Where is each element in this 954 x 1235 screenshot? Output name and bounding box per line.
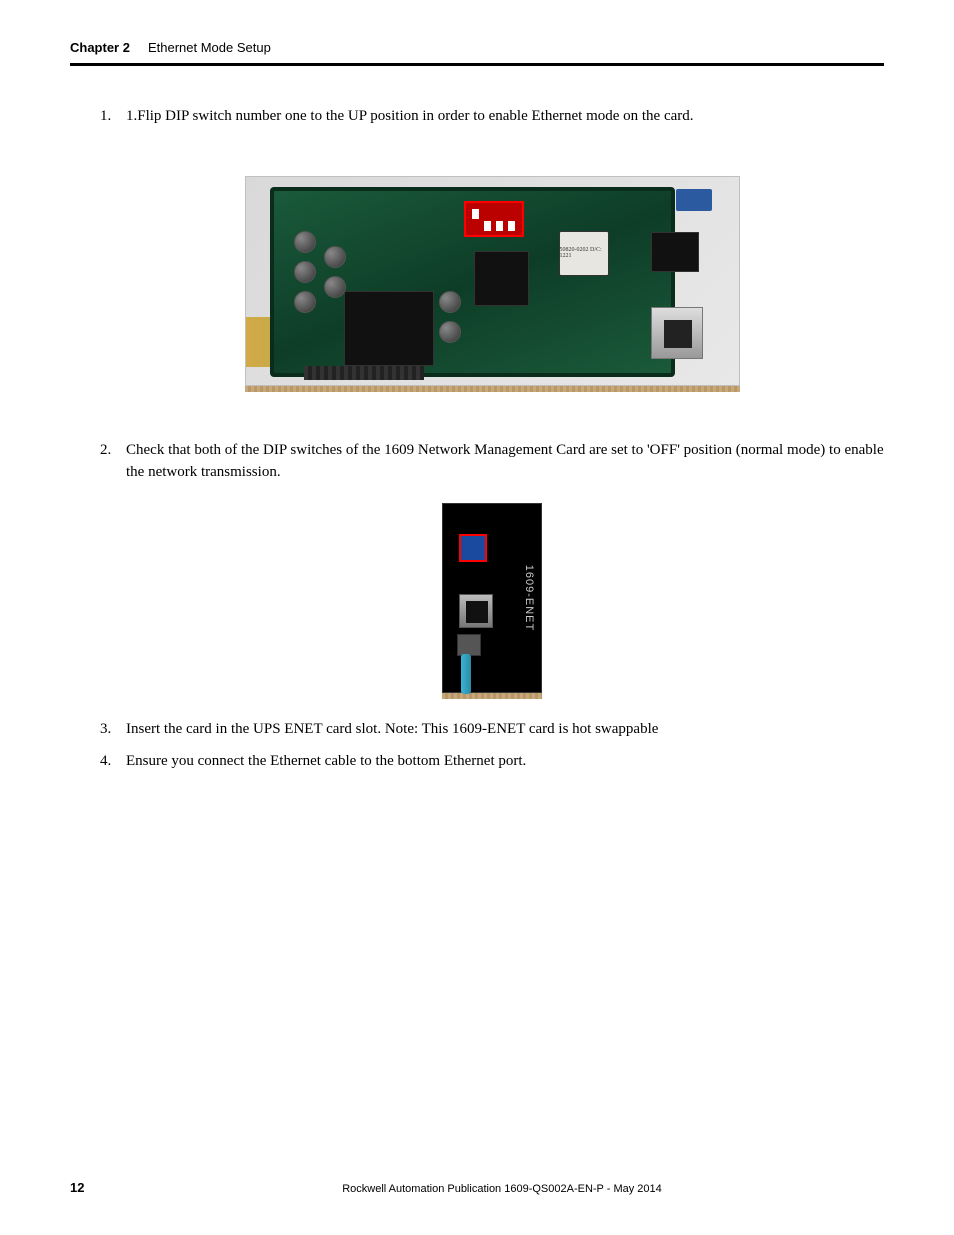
content-area: 1.Flip DIP switch number one to the UP p…	[70, 106, 884, 773]
capacitor-icon	[294, 291, 316, 313]
enet-dip-switches	[461, 536, 485, 560]
capacitor-icon	[324, 246, 346, 268]
dip-switch-3	[496, 221, 503, 231]
step-2-text: Check that both of the DIP switches of t…	[126, 442, 884, 480]
page-number: 12	[70, 1180, 120, 1195]
page-footer: 12 Rockwell Automation Publication 1609-…	[70, 1180, 884, 1195]
ethernet-port	[459, 594, 493, 628]
chapter-label: Chapter 2	[70, 40, 130, 55]
capacitor-icon	[439, 321, 461, 343]
ethernet-cable	[461, 654, 471, 694]
figure-1: 50820-0202 D/C: 1221	[100, 176, 884, 392]
capacitor-icon	[439, 291, 461, 313]
cable-connector	[457, 634, 481, 656]
dip-switch-highlight	[464, 201, 524, 237]
figure-border-strip	[442, 693, 542, 699]
step-3-text: Insert the card in the UPS ENET card slo…	[126, 721, 658, 737]
gold-edge-connector	[246, 317, 270, 367]
dip-switch-4	[508, 221, 515, 231]
top-rj-port	[651, 232, 699, 272]
blue-connector	[676, 189, 712, 211]
secondary-chip	[474, 251, 529, 306]
enet-background: 1609-ENET	[442, 503, 542, 693]
capacitor-icon	[324, 276, 346, 298]
page: Chapter 2 Ethernet Mode Setup 1.Flip DIP…	[0, 0, 954, 1235]
step-2: Check that both of the DIP switches of t…	[100, 440, 884, 484]
publication-info: Rockwell Automation Publication 1609-QS0…	[120, 1183, 884, 1195]
figure-border-strip	[245, 386, 740, 392]
capacitor-icon	[294, 231, 316, 253]
pin-header	[304, 366, 424, 380]
dip-switch-2	[484, 221, 491, 231]
dip-switch-1	[472, 209, 479, 219]
page-header: Chapter 2 Ethernet Mode Setup	[70, 40, 884, 66]
enet-card-image: 1609-ENET	[442, 503, 542, 699]
enet-dip-highlight	[459, 534, 487, 562]
circuit-board-image: 50820-0202 D/C: 1221	[245, 176, 740, 392]
label-chip: 50820-0202 D/C: 1221	[559, 231, 609, 276]
step-1: 1.Flip DIP switch number one to the UP p…	[100, 106, 884, 128]
chapter-title: Ethernet Mode Setup	[148, 40, 271, 55]
main-chip	[344, 291, 434, 366]
enet-side-label: 1609-ENET	[523, 565, 535, 631]
figure-2: 1609-ENET	[100, 503, 884, 699]
board-background: 50820-0202 D/C: 1221	[245, 176, 740, 386]
step-1-text: 1.Flip DIP switch number one to the UP p…	[126, 108, 694, 124]
procedure-steps-cont: Check that both of the DIP switches of t…	[100, 440, 884, 484]
capacitor-icon	[294, 261, 316, 283]
procedure-steps-cont2: Insert the card in the UPS ENET card slo…	[100, 719, 884, 773]
procedure-steps: 1.Flip DIP switch number one to the UP p…	[100, 106, 884, 128]
step-4-text: Ensure you connect the Ethernet cable to…	[126, 753, 526, 769]
step-4: Ensure you connect the Ethernet cable to…	[100, 751, 884, 773]
step-3: Insert the card in the UPS ENET card slo…	[100, 719, 884, 741]
pcb: 50820-0202 D/C: 1221	[270, 187, 675, 377]
rj45-port	[651, 307, 703, 359]
